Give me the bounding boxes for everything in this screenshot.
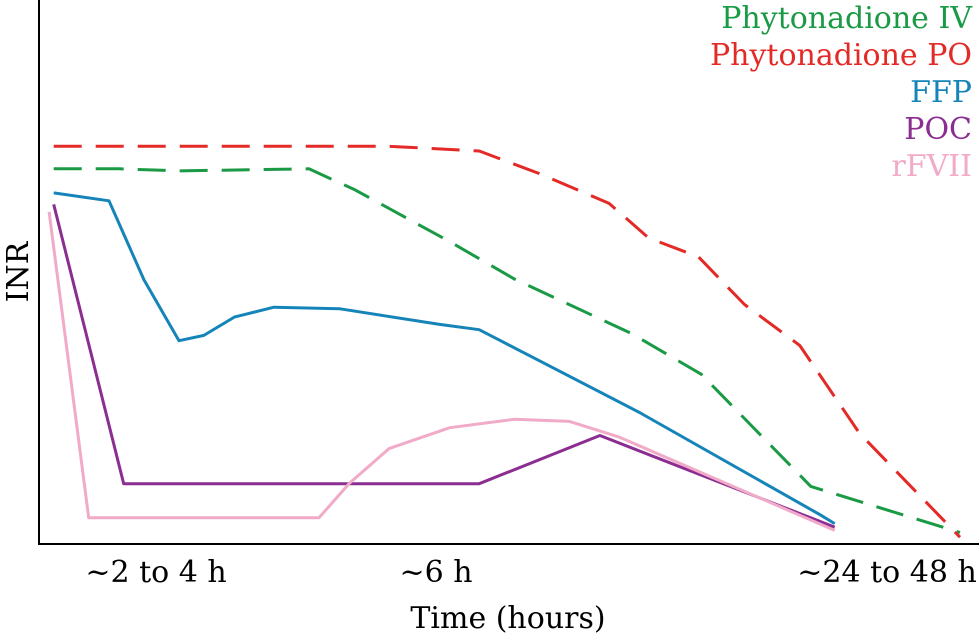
axes — [38, 0, 979, 545]
legend-entry: FFP — [910, 75, 972, 110]
legend-entry: Phytonadione PO — [710, 38, 972, 73]
text-layer: INR Time (hours) ~2 to 4 h ~6 h ~24 to 4… — [1, 240, 977, 636]
x-tick-label: ~24 to 48 h — [797, 555, 977, 590]
series-line-ffp — [53, 191, 836, 525]
legend-entry: POC — [904, 112, 972, 147]
y-axis-label: INR — [1, 240, 36, 302]
x-axis-label: Time (hours) — [410, 601, 605, 636]
series-line-phytonadione-po — [53, 144, 962, 539]
series-line-phytonadione-iv — [53, 167, 961, 534]
series-layer — [47, 144, 962, 539]
series-line-rfvii — [47, 211, 836, 532]
series-line-poc — [52, 204, 836, 529]
x-tick-label: ~2 to 4 h — [85, 555, 226, 590]
x-tick-label: ~6 h — [399, 555, 472, 590]
legend-entry: Phytonadione IV — [721, 1, 973, 36]
legend-entry: rFVII — [891, 149, 972, 184]
